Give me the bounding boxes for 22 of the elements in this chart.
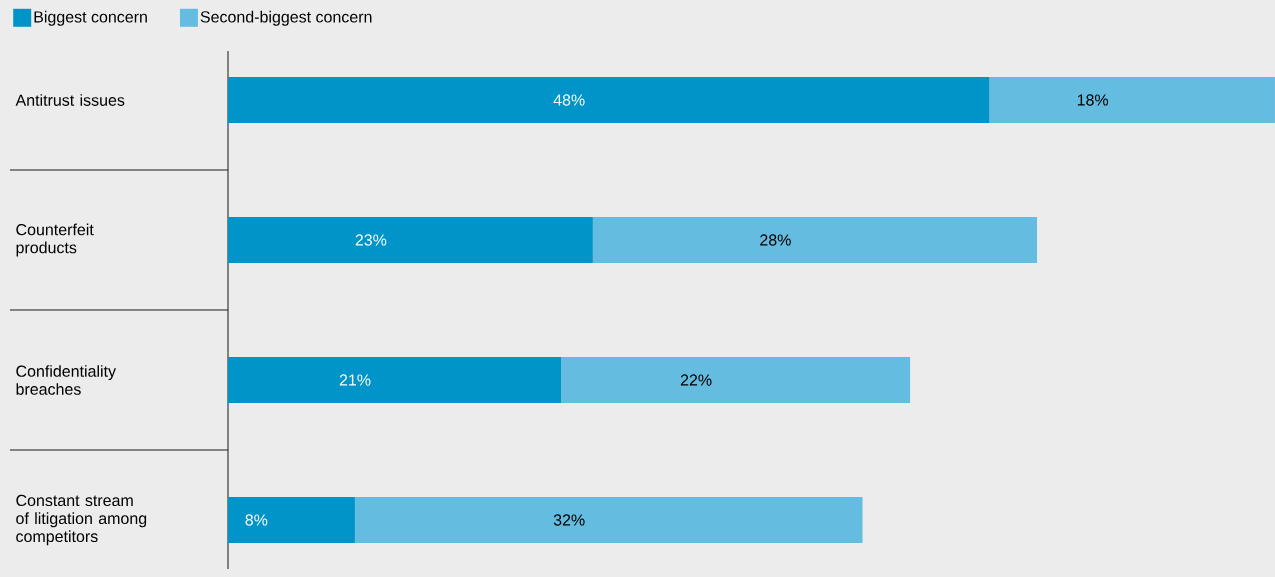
data-label: 32% [553, 514, 585, 526]
bar [592, 217, 1038, 263]
legend-label: Second-biggest concern [200, 10, 372, 26]
bar [228, 497, 355, 543]
legend-label: Biggest concern [34, 10, 147, 26]
data-label: 21% [339, 374, 371, 386]
data-label: 18% [1077, 94, 1109, 106]
data-label: 22% [680, 374, 712, 386]
bar [228, 77, 990, 123]
data-label: 8% [245, 514, 268, 526]
data-label: 48% [553, 94, 585, 106]
y-tick-label: Constant stream of litigation among competitors [16, 494, 147, 546]
data-label: 28% [760, 234, 791, 246]
bar [354, 497, 863, 543]
bar [989, 77, 1275, 123]
data-label: 23% [355, 234, 387, 246]
bar [561, 357, 911, 403]
y-tick-label: Confidentiality breaches [16, 365, 116, 395]
bar [228, 357, 562, 403]
y-tick-label: Counterfeit products [16, 223, 94, 257]
y-tick-label: Antitrust issues [15, 94, 125, 106]
bar [228, 217, 593, 263]
